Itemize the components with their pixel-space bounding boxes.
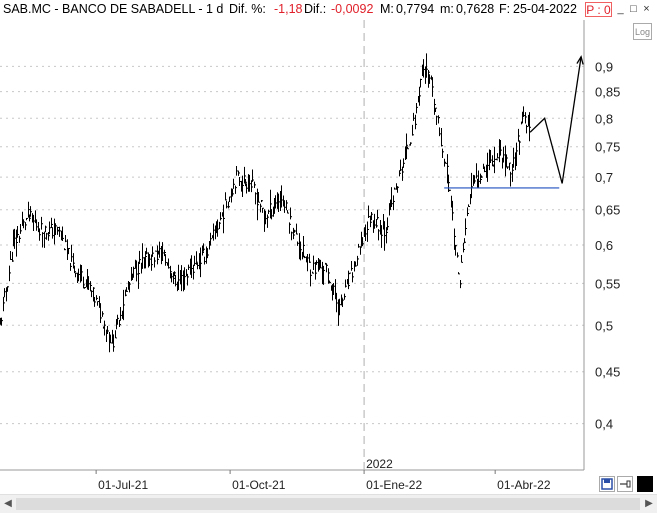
y-tick-label: 0,4 — [595, 417, 613, 432]
projection-arrowhead — [576, 55, 584, 65]
color-swatch-icon[interactable] — [637, 476, 653, 492]
min-label: m: — [440, 2, 454, 16]
time-axis-labels: 01-Jul-21 01-Oct-21 01-Ene-22 01-Abr-22 — [95, 470, 551, 492]
dif-label: Dif.: — [304, 2, 327, 16]
price-axis-labels: 0,9 0,85 0,8 0,75 0,7 0,65 0,6 0,55 0,5 0,45 0,4 — [595, 59, 620, 431]
scroll-left-icon[interactable]: ◀ — [4, 498, 12, 509]
projection-drawing[interactable] — [529, 55, 584, 184]
p-indicator[interactable]: P : 0 — [585, 2, 612, 17]
symbol-label: SAB.MC - BANCO DE SABADELL - — [3, 2, 203, 16]
x-tick-label: 01-Oct-21 — [232, 478, 286, 492]
y-tick-label: 0,6 — [595, 238, 613, 253]
x-tick-label: 01-Abr-22 — [497, 478, 551, 492]
date-label: F: — [499, 2, 511, 16]
dif-value: -0,0092 — [331, 2, 374, 16]
max-value: 0,7794 — [396, 2, 435, 16]
projection-line — [529, 56, 582, 184]
save-icon[interactable] — [599, 476, 615, 492]
chart-title-bar: SAB.MC - BANCO DE SABADELL - 1 d Dif. %:… — [0, 0, 657, 20]
minimize-icon[interactable]: _ — [617, 3, 624, 15]
chart-grid — [0, 65, 584, 425]
x-tick-label: 01-Ene-22 — [366, 478, 422, 492]
max-label: M: — [380, 2, 394, 16]
dif-pct-value: -1,18 — [274, 2, 303, 16]
scroll-thumb[interactable] — [16, 498, 640, 510]
x-tick-label: 01-Jul-21 — [98, 478, 148, 492]
y-tick-label: 0,5 — [595, 318, 613, 333]
year-marker-label: 2022 — [366, 457, 393, 471]
y-tick-label: 0,45 — [595, 365, 620, 380]
period-label: 1 d — [206, 2, 224, 16]
horizontal-scrollbar[interactable]: ◀ ▶ — [0, 494, 657, 513]
date-value: 25-04-2022 — [513, 2, 577, 16]
y-tick-label: 0,85 — [595, 85, 620, 100]
restore-icon[interactable]: □ — [630, 3, 637, 15]
y-tick-label: 0,8 — [595, 111, 613, 126]
log-scale-button[interactable]: Log — [633, 23, 652, 40]
y-tick-label: 0,55 — [595, 276, 620, 291]
dif-pct-label: Dif. %: — [229, 2, 266, 16]
y-tick-label: 0,75 — [595, 140, 620, 155]
close-icon[interactable]: × — [643, 3, 650, 15]
min-value: 0,7628 — [456, 2, 495, 16]
scroll-right-icon[interactable]: ▶ — [645, 498, 653, 509]
pin-icon[interactable] — [617, 476, 633, 492]
ohlc-bars — [0, 53, 531, 353]
y-tick-label: 0,9 — [595, 59, 613, 74]
y-tick-label: 0,7 — [595, 170, 613, 185]
price-chart: 2022 0,9 0,85 0,8 0,75 0,7 0,65 0,6 0,55 0,5 0,45… — [0, 20, 620, 492]
y-tick-label: 0,65 — [595, 203, 620, 218]
